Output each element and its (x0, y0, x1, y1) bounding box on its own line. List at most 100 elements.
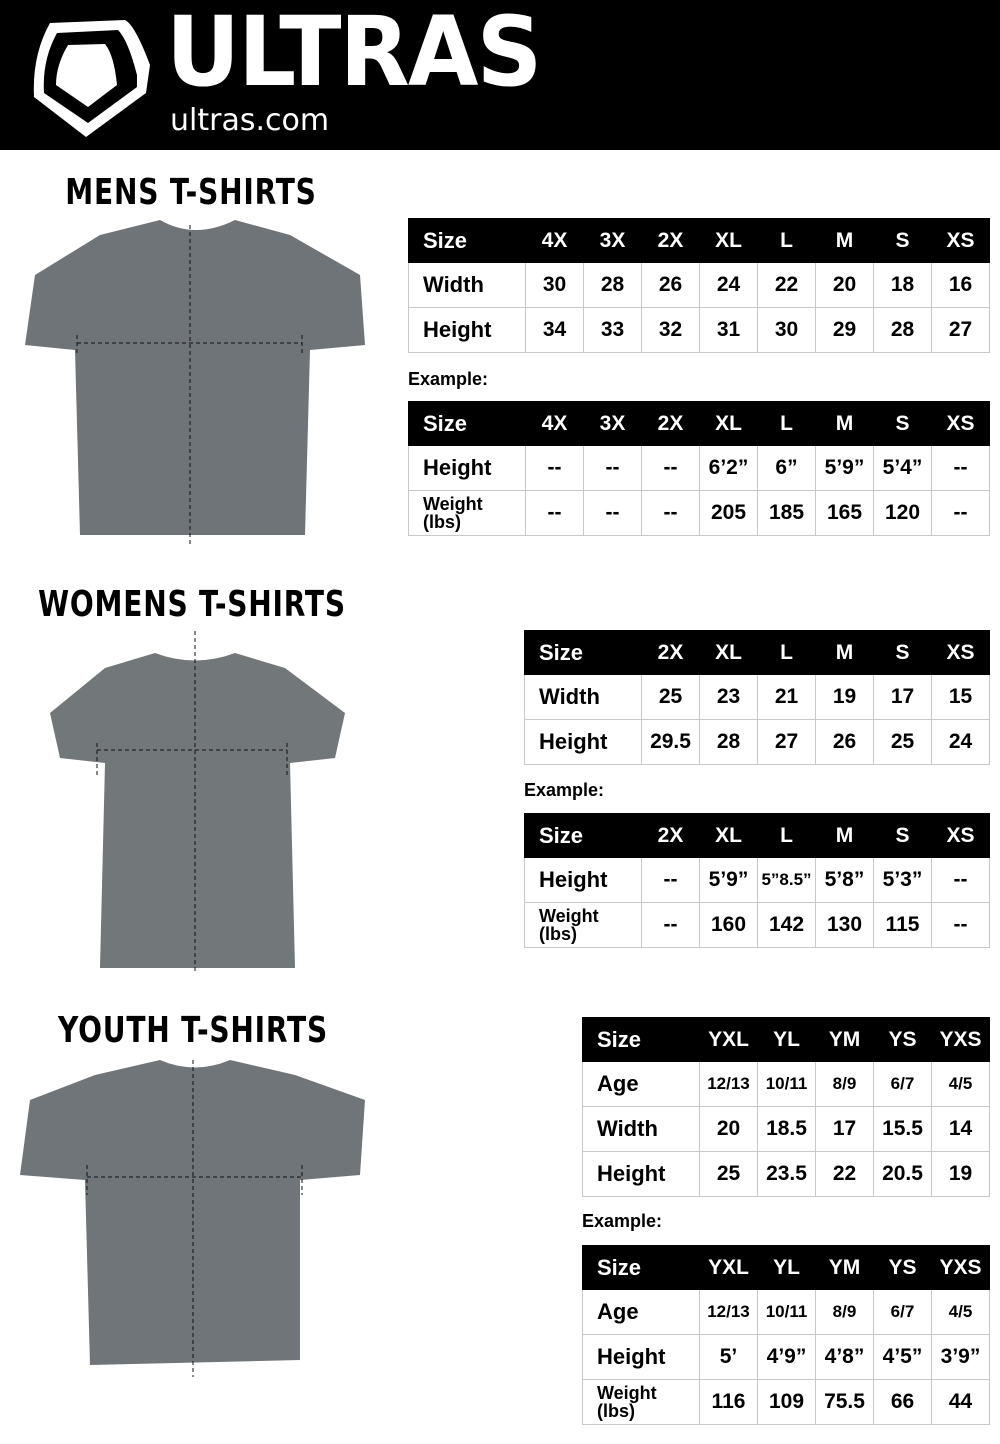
table-cell: 23.5 (757, 1151, 816, 1197)
header-label: Size (582, 1017, 700, 1062)
table-cell: 4’9” (757, 1334, 816, 1380)
row-label: Height (582, 1151, 700, 1197)
size-table-0: Size 4X 3X 2X XL L M S XS Width 30 28 26 24 22 20 18 16 He… (408, 218, 990, 353)
table-cell: 4/5 (931, 1289, 990, 1335)
header-size: L (757, 218, 816, 263)
header-size: XS (931, 401, 990, 446)
table-cell: 26 (641, 262, 700, 308)
header-size: YXL (699, 1017, 758, 1062)
table-cell: -- (525, 490, 584, 536)
table-cell: -- (641, 445, 700, 491)
section-title-womens: WOMENS T-SHIRTS (38, 584, 346, 625)
header-size: YS (873, 1017, 932, 1062)
header-size: YXL (699, 1245, 758, 1290)
table-cell: -- (641, 490, 700, 536)
header-size: 2X (641, 218, 700, 263)
table-row: Height 5’ 4’9” 4’8” 4’5” 3’9” (582, 1334, 990, 1380)
table-cell: 21 (757, 674, 816, 720)
table-cell: 5’9” (699, 857, 758, 903)
table-cell: 12/13 (699, 1061, 758, 1107)
example-label: Example: (524, 780, 605, 800)
table-header-row: Size 2X XL L M S XS (524, 813, 990, 858)
table-cell: 26 (815, 719, 874, 765)
table-cell: 28 (873, 307, 932, 353)
table-row: Age 12/13 10/11 8/9 6/7 4/5 (582, 1289, 990, 1335)
table-cell: 3’9” (931, 1334, 990, 1380)
table-cell: 5’ (699, 1334, 758, 1380)
header-size: 2X (641, 401, 700, 446)
row-label: Width (582, 1106, 700, 1152)
header-size: 3X (583, 401, 642, 446)
header-size: XL (699, 813, 758, 858)
table-cell: 120 (873, 490, 932, 536)
example-label: Example: (582, 1211, 663, 1231)
table-row: Width 30 28 26 24 22 20 18 16 (408, 262, 990, 308)
table-row: Age 12/13 10/11 8/9 6/7 4/5 (582, 1061, 990, 1107)
table-row: Height -- 5’9” 5”8.5” 5’8” 5’3” -- (524, 857, 990, 903)
size-table-1: Size 2X XL L M S XS Width 25 23 21 19 17 15 Height 29.5… (524, 630, 990, 765)
table-cell: 8/9 (815, 1289, 874, 1335)
header-size: S (873, 218, 932, 263)
header-size: 3X (583, 218, 642, 263)
table-cell: 160 (699, 902, 758, 948)
table-cell: 29 (815, 307, 874, 353)
table-cell: 24 (931, 719, 990, 765)
row-label: Weight (lbs) (408, 490, 526, 536)
table-cell: 16 (931, 262, 990, 308)
table-cell: 5’8” (815, 857, 874, 903)
table-header-row: Size 4X 3X 2X XL L M S XS (408, 218, 990, 263)
table-cell: 5’9” (815, 445, 874, 491)
ultras-shield-logo (33, 20, 150, 137)
table-cell: 17 (815, 1106, 874, 1152)
table-cell: 14 (931, 1106, 990, 1152)
table-cell: 20.5 (873, 1151, 932, 1197)
header-size: M (815, 630, 874, 675)
header-size: XL (699, 218, 758, 263)
table-cell: 27 (931, 307, 990, 353)
table-cell: 4/5 (931, 1061, 990, 1107)
section-title-youth: YOUTH T-SHIRTS (58, 1010, 328, 1051)
table-row: Width 20 18.5 17 15.5 14 (582, 1106, 990, 1152)
row-label: Height (408, 307, 526, 353)
table-cell: 109 (757, 1379, 816, 1425)
table-cell: -- (931, 902, 990, 948)
table-cell: 5”8.5” (757, 857, 816, 903)
table-cell: 25 (641, 674, 700, 720)
header-size: M (815, 401, 874, 446)
table-cell: -- (525, 445, 584, 491)
table-row: Weight (lbs) -- 160 142 130 115 -- (524, 902, 990, 948)
table-cell: 75.5 (815, 1379, 874, 1425)
table-cell: 165 (815, 490, 874, 536)
header-size: YXS (931, 1017, 990, 1062)
table-cell: -- (931, 445, 990, 491)
header-size: XL (699, 401, 758, 446)
example-table-2: Size YXL YL YM YS YXS Age 12/13 10/11 8/9 6/7 4/5 He… (582, 1245, 990, 1425)
size-table-2: Size YXL YL YM YS YXS Age 12/13 10/11 8/9 6/7 4/5 Wi… (582, 1017, 990, 1197)
header-size: YM (815, 1245, 874, 1290)
example-table-0: Size 4X 3X 2X XL L M S XS Height -- -- -- 6’2” 6” 5’9” 5… (408, 401, 990, 536)
header-size: M (815, 218, 874, 263)
table-cell: 24 (699, 262, 758, 308)
table-cell: 29.5 (641, 719, 700, 765)
table-cell: 28 (699, 719, 758, 765)
section-title-mens: MENS T-SHIRTS (65, 172, 317, 213)
brand-name: ULTRAS (166, 0, 542, 108)
table-cell: 6’2” (699, 445, 758, 491)
table-cell: 115 (873, 902, 932, 948)
table-cell: 6/7 (873, 1061, 932, 1107)
table-cell: 32 (641, 307, 700, 353)
table-row: Width 25 23 21 19 17 15 (524, 674, 990, 720)
table-cell: -- (641, 902, 700, 948)
table-header-row: Size YXL YL YM YS YXS (582, 1017, 990, 1062)
table-cell: 27 (757, 719, 816, 765)
table-cell: 30 (525, 262, 584, 308)
youth-tshirt-image (20, 1060, 365, 1377)
site-url: ultras.com (170, 103, 330, 138)
header-size: YXS (931, 1245, 990, 1290)
header-size: S (873, 401, 932, 446)
header-size: XS (931, 630, 990, 675)
table-cell: 23 (699, 674, 758, 720)
table-cell: 15.5 (873, 1106, 932, 1152)
table-row: Weight (lbs) 116 109 75.5 66 44 (582, 1379, 990, 1425)
table-cell: 17 (873, 674, 932, 720)
